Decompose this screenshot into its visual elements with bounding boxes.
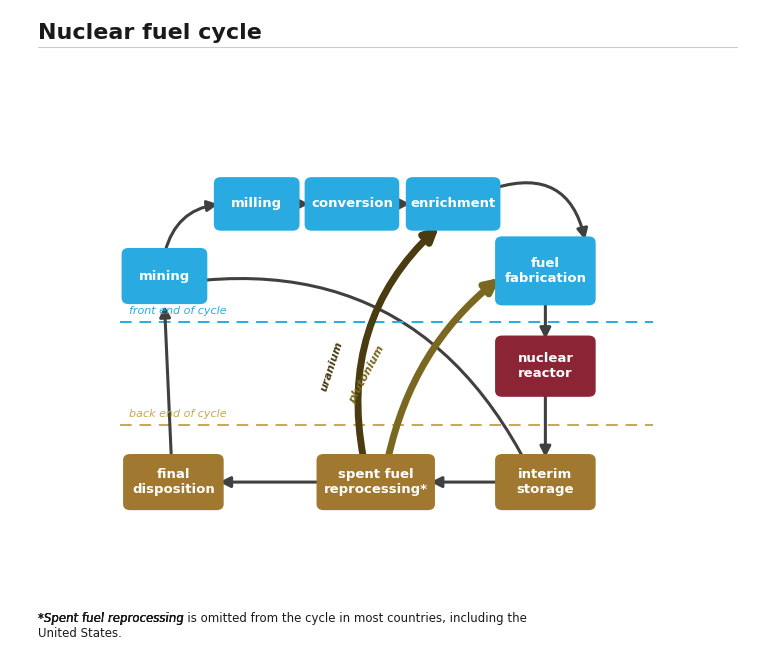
Text: back end of cycle: back end of cycle <box>129 409 227 419</box>
Text: final
disposition: final disposition <box>132 468 215 496</box>
Text: nuclear
reactor: nuclear reactor <box>518 352 574 380</box>
Text: enrichment: enrichment <box>410 197 496 211</box>
FancyBboxPatch shape <box>495 336 596 397</box>
FancyBboxPatch shape <box>121 248 207 304</box>
FancyArrowPatch shape <box>134 278 545 502</box>
FancyBboxPatch shape <box>123 454 223 510</box>
FancyBboxPatch shape <box>305 177 399 231</box>
Text: *Spent fuel reprocessing: *Spent fuel reprocessing <box>38 612 184 625</box>
FancyBboxPatch shape <box>214 177 300 231</box>
Text: plutonium: plutonium <box>347 343 386 405</box>
FancyArrowPatch shape <box>389 282 494 458</box>
Text: front end of cycle: front end of cycle <box>129 306 227 316</box>
Text: *Spent fuel reprocessing is omitted from the cycle in most countries, including : *Spent fuel reprocessing is omitted from… <box>38 612 528 640</box>
Text: fuel
fabrication: fuel fabrication <box>505 257 587 285</box>
Text: *Spent fuel reprocessing: *Spent fuel reprocessing <box>38 612 184 625</box>
Text: uranium: uranium <box>318 340 344 393</box>
FancyBboxPatch shape <box>495 236 596 305</box>
Text: interim
storage: interim storage <box>517 468 574 496</box>
FancyBboxPatch shape <box>495 454 596 510</box>
Text: spent fuel
reprocessing*: spent fuel reprocessing* <box>324 468 428 496</box>
Text: mining: mining <box>139 270 190 282</box>
Text: conversion: conversion <box>311 197 393 211</box>
Text: Nuclear fuel cycle: Nuclear fuel cycle <box>38 23 263 43</box>
FancyArrowPatch shape <box>358 231 433 458</box>
FancyBboxPatch shape <box>406 177 501 231</box>
Text: milling: milling <box>231 197 283 211</box>
FancyBboxPatch shape <box>316 454 435 510</box>
